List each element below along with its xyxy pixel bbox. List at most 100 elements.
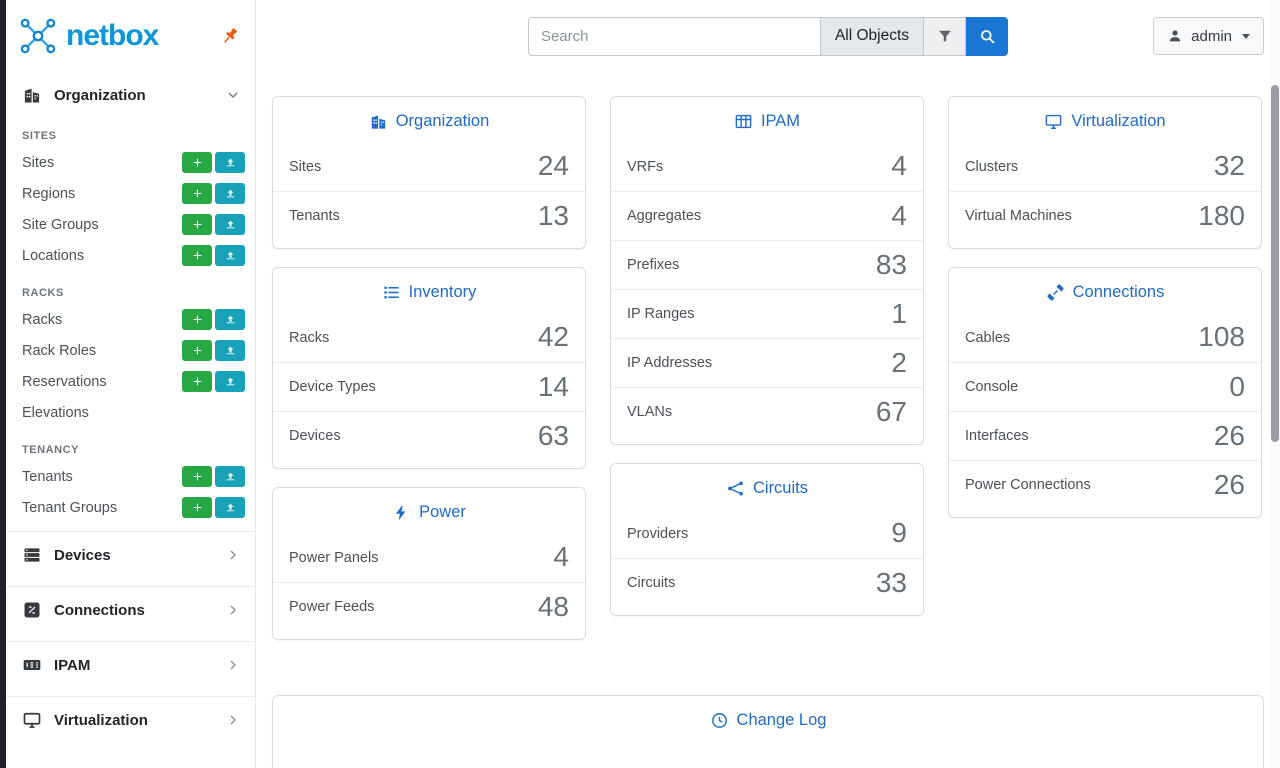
- import-button[interactable]: [215, 183, 245, 204]
- stat-value[interactable]: 0: [1229, 370, 1245, 402]
- sidebar-link[interactable]: Locations: [22, 247, 85, 264]
- stat-row: Clusters 32: [949, 142, 1261, 191]
- import-button[interactable]: [215, 466, 245, 487]
- stat-value[interactable]: 67: [875, 395, 907, 427]
- add-button[interactable]: [182, 152, 212, 173]
- stat-value[interactable]: 26: [1213, 419, 1245, 451]
- stat-value[interactable]: 13: [537, 199, 569, 231]
- stat-value[interactable]: 83: [875, 248, 907, 280]
- stat-row: Power Connections 26: [949, 460, 1261, 509]
- stat-label: Devices: [289, 428, 341, 444]
- stat-label: Prefixes: [627, 257, 680, 273]
- card-title[interactable]: Power: [419, 503, 466, 521]
- sidebar-link[interactable]: Tenant Groups: [22, 499, 118, 516]
- search-input[interactable]: [527, 16, 820, 56]
- stat-value[interactable]: 33: [875, 566, 907, 598]
- import-button[interactable]: [215, 371, 245, 392]
- sidebar-group-devices[interactable]: Devices: [6, 531, 255, 578]
- card-title[interactable]: Connections: [1072, 283, 1165, 301]
- card-ipam: IPAM VRFs 4 Aggregates 4 Prefixes 83 IP …: [610, 96, 924, 445]
- add-button[interactable]: [182, 497, 212, 518]
- left-edge-strip: [0, 0, 6, 768]
- add-button[interactable]: [182, 183, 212, 204]
- search-scope-button[interactable]: All Objects: [819, 16, 925, 56]
- stat-value[interactable]: 4: [891, 150, 907, 182]
- sidebar: netbox Organization SITES Sites Regions: [0, 0, 256, 768]
- sidebar-group-organization[interactable]: Organization: [6, 76, 255, 114]
- stat-row: Sites 24: [273, 142, 585, 191]
- building-icon: [371, 115, 385, 129]
- user-menu-button[interactable]: admin: [1153, 17, 1264, 55]
- netbox-logo-text[interactable]: netbox: [66, 19, 159, 52]
- history-icon: [711, 713, 727, 728]
- import-button[interactable]: [215, 245, 245, 266]
- import-button[interactable]: [215, 214, 245, 235]
- search-submit-button[interactable]: [966, 16, 1009, 56]
- sidebar-link[interactable]: Sites: [22, 154, 55, 171]
- stat-value[interactable]: 24: [537, 150, 569, 182]
- card-title[interactable]: Change Log: [736, 711, 827, 729]
- add-button[interactable]: [182, 466, 212, 487]
- stat-value[interactable]: 14: [537, 370, 569, 402]
- sidebar-group-virtualization[interactable]: Virtualization: [6, 696, 255, 743]
- plus-icon: [193, 503, 201, 512]
- scrollbar-thumb[interactable]: [1271, 85, 1279, 442]
- sidebar-group-ipam[interactable]: IPAM: [6, 641, 255, 688]
- stat-value[interactable]: 9: [891, 517, 907, 549]
- sidebar-link[interactable]: Rack Roles: [22, 342, 97, 359]
- sidebar-group-label: Virtualization: [54, 711, 148, 729]
- stat-label: Virtual Machines: [965, 208, 1072, 224]
- add-button[interactable]: [182, 245, 212, 266]
- import-button[interactable]: [215, 497, 245, 518]
- stat-value[interactable]: 48: [537, 590, 569, 622]
- add-button[interactable]: [182, 371, 212, 392]
- search-icon: [980, 29, 994, 43]
- stat-row: Racks 42: [273, 313, 585, 362]
- sidebar-group-connections[interactable]: Connections: [6, 586, 255, 633]
- card-title[interactable]: Circuits: [752, 479, 808, 497]
- sidebar-link[interactable]: Site Groups: [22, 216, 99, 233]
- stat-value[interactable]: 42: [537, 321, 569, 353]
- stat-value[interactable]: 26: [1213, 468, 1245, 500]
- add-button[interactable]: [182, 340, 212, 361]
- filter-button[interactable]: [924, 16, 967, 56]
- stat-label: VLANs: [627, 404, 673, 420]
- stat-value[interactable]: 4: [891, 199, 907, 231]
- sidebar-link[interactable]: Racks: [22, 311, 63, 328]
- plus-icon: [193, 251, 201, 260]
- import-button[interactable]: [215, 340, 245, 361]
- section-label-sites: SITES: [22, 130, 57, 142]
- stat-value[interactable]: 1: [891, 297, 907, 329]
- stat-value[interactable]: 32: [1213, 150, 1245, 182]
- stat-label: IP Ranges: [627, 306, 695, 322]
- card-title[interactable]: IPAM: [760, 112, 801, 130]
- sidebar-link[interactable]: Elevations: [22, 404, 89, 421]
- plus-icon: [193, 472, 201, 481]
- upload-icon: [226, 220, 234, 229]
- add-button[interactable]: [182, 309, 212, 330]
- stat-value[interactable]: 2: [891, 346, 907, 378]
- card-title[interactable]: Virtualization: [1071, 112, 1166, 130]
- sidebar-item-rack-roles: Rack Roles: [6, 335, 255, 366]
- stat-value[interactable]: 108: [1198, 321, 1245, 353]
- import-button[interactable]: [215, 309, 245, 330]
- card-title[interactable]: Organization: [395, 112, 490, 130]
- stat-value[interactable]: 63: [537, 419, 569, 451]
- import-button[interactable]: [215, 152, 245, 173]
- stat-value[interactable]: 180: [1198, 199, 1245, 231]
- plus-icon: [193, 158, 201, 167]
- stat-label: Tenants: [289, 208, 340, 224]
- netbox-logo-icon[interactable]: [16, 14, 60, 58]
- sidebar-link[interactable]: Tenants: [22, 468, 73, 485]
- stat-value[interactable]: 4: [553, 541, 569, 573]
- add-button[interactable]: [182, 214, 212, 235]
- stat-label: Aggregates: [627, 208, 702, 224]
- stat-row: Circuits 33: [611, 558, 923, 607]
- devices-icon: [24, 548, 40, 562]
- sidebar-link[interactable]: Reservations: [22, 373, 107, 390]
- card-title[interactable]: Inventory: [408, 283, 477, 301]
- sidebar-link[interactable]: Regions: [22, 185, 76, 202]
- pin-sidebar-icon[interactable]: [215, 21, 246, 52]
- stat-row: Cables 108: [949, 313, 1261, 362]
- sidebar-group-label: Devices: [54, 546, 111, 564]
